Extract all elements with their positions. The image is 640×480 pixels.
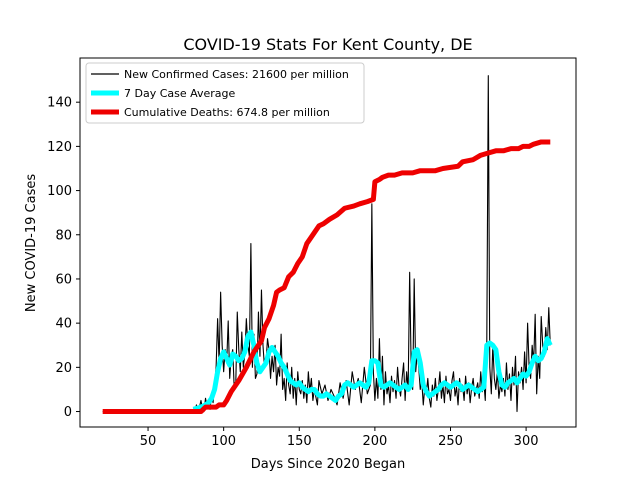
x-tick-label: 250 [438, 434, 463, 449]
x-tick-label: 100 [211, 434, 236, 449]
x-tick-label: 300 [514, 434, 539, 449]
legend-label-7-day-average: 7 Day Case Average [124, 87, 236, 100]
series-line-new-confirmed-cases [102, 75, 551, 413]
legend-label-new-cases: New Confirmed Cases: 21600 per million [124, 68, 349, 81]
series-line-7-day-case [192, 329, 553, 412]
legend: New Confirmed Cases: 21600 per million 7… [85, 62, 365, 124]
axes-frame [79, 57, 577, 428]
x-tick-label: 50 [140, 434, 157, 449]
y-axis-label: New COVID-19 Cases [24, 174, 39, 312]
x-axis-label: Days Since 2020 Began [251, 457, 406, 472]
x-tick-label: 200 [362, 434, 387, 449]
y-tick-label: 60 [55, 272, 72, 287]
y-axis: 0 20 40 60 80 100 120 140 [47, 96, 80, 420]
y-tick-label: 100 [47, 184, 72, 199]
y-tick-label: 20 [55, 361, 72, 376]
legend-label-cumulative-deaths: Cumulative Deaths: 674.8 per million [124, 106, 330, 119]
y-tick-label: 0 [64, 405, 72, 420]
y-tick-label: 40 [55, 317, 72, 332]
series-line-cumulative-deaths-674 [102, 139, 551, 415]
x-tick-label: 150 [287, 434, 312, 449]
chart-title: COVID-19 Stats For Kent County, DE [183, 35, 472, 54]
series-layer [102, 75, 553, 415]
y-tick-label: 140 [47, 96, 72, 111]
y-tick-label: 120 [47, 140, 72, 155]
y-tick-label: 80 [55, 228, 72, 243]
x-axis: 50 100 150 200 250 300 [140, 427, 539, 449]
legend-box [85, 62, 365, 124]
plot-area: 50 100 150 200 250 300 0 20 40 60 80 100 120 140 [47, 57, 577, 449]
